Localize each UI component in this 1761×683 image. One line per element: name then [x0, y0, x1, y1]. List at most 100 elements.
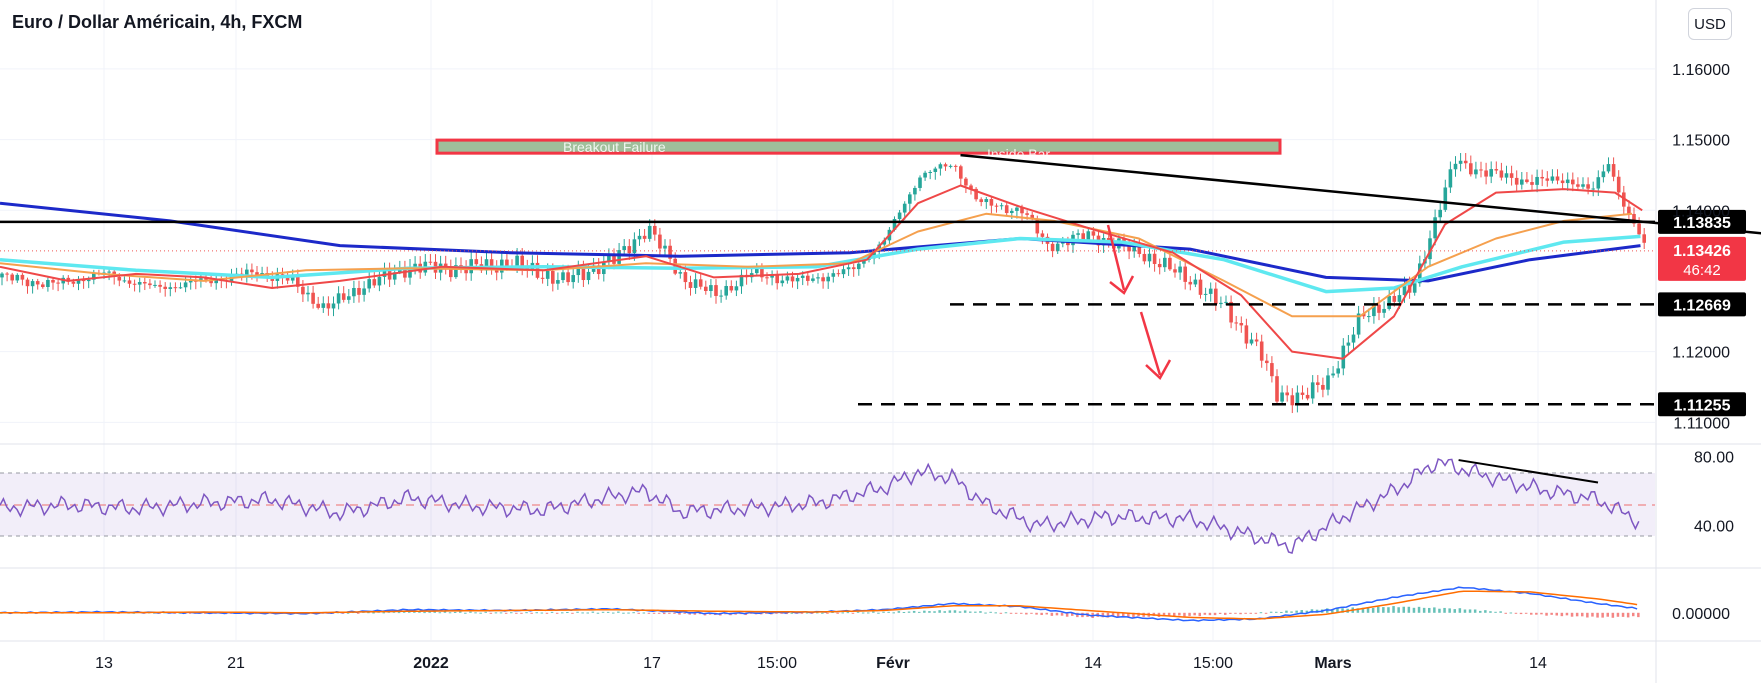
candle-body: [1152, 253, 1157, 264]
candle-body: [153, 284, 157, 286]
candle-body: [663, 245, 667, 249]
candle-body: [35, 281, 40, 285]
macd-histogram-bar: [1591, 612, 1594, 617]
candle-body: [1560, 180, 1565, 184]
candle-body: [1448, 169, 1453, 188]
macd-histogram-bar: [805, 612, 809, 614]
candle-body: [862, 259, 866, 264]
macd-pane: [0, 586, 1640, 622]
macd-histogram-bar: [632, 612, 635, 614]
candle-body: [1361, 313, 1366, 317]
time-tick-label: 2022: [413, 655, 449, 672]
candle-body: [637, 235, 642, 240]
candle-body: [974, 188, 978, 200]
candle-body: [800, 275, 805, 278]
macd-histogram-bar: [453, 611, 457, 613]
macd-histogram-bar: [1581, 612, 1584, 617]
candle-body: [770, 275, 774, 278]
candle-body: [5, 273, 9, 275]
last-price-value: 1.13426: [1673, 243, 1731, 260]
macd-histogram-bar: [800, 612, 804, 614]
macd-histogram-bar: [943, 611, 946, 613]
macd-histogram-bar: [346, 612, 350, 614]
candle-body: [1520, 179, 1524, 185]
currency-button[interactable]: USD: [1688, 8, 1732, 40]
candle-body: [30, 281, 35, 287]
candle-body: [1249, 339, 1254, 344]
candle-body: [1234, 322, 1238, 324]
macd-histogram-bar: [688, 612, 691, 615]
macd-histogram-bar: [484, 611, 487, 613]
macd-histogram-bar: [907, 611, 911, 613]
candle-body: [1321, 384, 1325, 390]
candle-body: [540, 277, 545, 279]
candle-body: [846, 267, 851, 270]
macd-histogram-bar: [1264, 612, 1268, 614]
macd-histogram-bar: [989, 611, 992, 613]
macd-histogram-bar: [1224, 612, 1227, 615]
candle-body: [1290, 395, 1295, 406]
macd-histogram-bar: [617, 611, 620, 613]
macd-histogram-bar: [831, 612, 834, 614]
projection-arrow: [1106, 224, 1126, 291]
macd-tick-label: 0.00000: [1672, 606, 1730, 623]
macd-histogram-bar: [1234, 612, 1237, 614]
candle-body: [10, 274, 14, 281]
macd-histogram-bar: [1606, 612, 1609, 617]
price-tick-label: 1.12000: [1672, 345, 1730, 362]
macd-histogram-bar: [1213, 612, 1217, 616]
candle-body: [1571, 179, 1575, 185]
candle-body: [785, 276, 790, 281]
macd-histogram-bar: [397, 612, 401, 614]
candle-body: [41, 284, 45, 287]
macd-histogram-bar: [515, 612, 518, 614]
candle-body: [0, 273, 4, 278]
macd-histogram-bar: [790, 612, 793, 614]
macd-histogram-bar: [433, 611, 436, 613]
candle-body: [994, 205, 999, 207]
macd-histogram-bar: [1055, 612, 1059, 616]
candle-body: [1642, 234, 1646, 243]
candle-body: [1550, 176, 1555, 181]
candle-body: [953, 165, 958, 167]
candle-body: [1581, 184, 1585, 187]
macd-histogram-bar: [555, 612, 559, 614]
candle-body: [790, 276, 795, 282]
candle-body: [382, 270, 387, 277]
candle-body: [107, 271, 111, 273]
macd-histogram-bar: [601, 611, 605, 613]
candle-body: [428, 261, 433, 263]
candle-body: [1285, 392, 1289, 396]
candle-body: [1622, 192, 1626, 207]
candle-body: [321, 303, 326, 308]
macd-histogram-bar: [846, 612, 850, 614]
candle-body: [51, 279, 55, 283]
macd-histogram-bar: [1366, 607, 1370, 613]
macd-histogram-bar: [928, 611, 931, 613]
candle-body: [137, 282, 142, 285]
candle-body: [984, 199, 989, 203]
macd-histogram-bar: [698, 612, 702, 615]
macd-histogram-bar: [1030, 612, 1033, 614]
candle-body: [1127, 244, 1131, 252]
macd-histogram-bar: [606, 611, 610, 613]
candle-body: [775, 275, 779, 284]
candle-body: [484, 259, 489, 271]
candle-body: [1020, 207, 1024, 214]
candle-body: [780, 280, 785, 284]
macd-histogram-bar: [1310, 609, 1314, 613]
candle-body: [86, 279, 91, 282]
macd-histogram-bar: [1463, 609, 1467, 613]
macd-histogram-bar: [204, 612, 207, 614]
macd-histogram-bar: [1208, 612, 1212, 616]
candle-body: [1239, 323, 1244, 326]
candle-body: [1203, 293, 1208, 295]
candle-body: [928, 171, 932, 173]
macd-histogram-bar: [887, 611, 890, 613]
macd-histogram-bar: [1336, 608, 1339, 613]
candle-body: [964, 178, 968, 186]
macd-histogram-bar: [1402, 606, 1405, 613]
candle-body: [285, 277, 290, 281]
macd-histogram-bar: [1065, 612, 1069, 617]
